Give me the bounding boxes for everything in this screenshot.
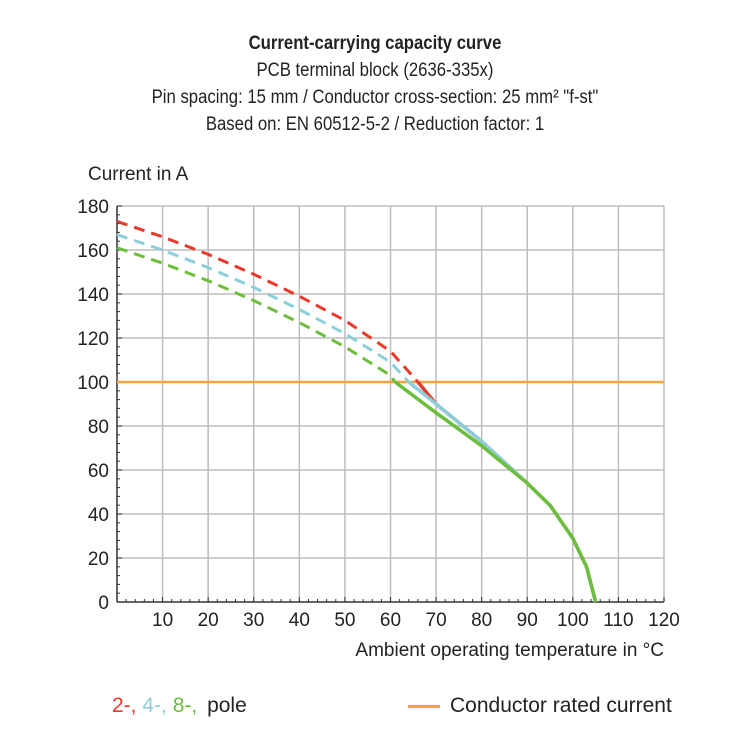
series-2-pole-dashed [116, 219, 420, 383]
series-8-pole-solid [394, 380, 598, 603]
grid [117, 205, 665, 602]
x-tick-label: 50 [334, 610, 355, 631]
chart-subtitle-1: PCB terminal block (2636-335x) [256, 60, 494, 81]
y-tick-label: 120 [77, 329, 109, 350]
legend-2-pole: 2-, [112, 694, 137, 717]
series-2-pole-solid [416, 380, 598, 603]
chart-titles: Current-carrying capacity curve PCB term… [0, 30, 750, 138]
y-tick-label: 0 [98, 593, 109, 614]
x-tick-label: 30 [243, 610, 264, 631]
series-lines [116, 219, 664, 603]
x-tick-label: 60 [380, 610, 401, 631]
y-tick-label: 180 [77, 197, 109, 218]
y-axis-label: Current in A [88, 164, 189, 185]
legend-rated-swatch [408, 704, 440, 708]
x-tick-label: 40 [289, 610, 310, 631]
y-tick-label: 20 [88, 549, 109, 570]
chart-subtitle-2: Pin spacing: 15 mm / Conductor cross-sec… [151, 87, 599, 108]
x-tick-label: 100 [557, 610, 589, 631]
x-tick-label: 110 [603, 610, 633, 631]
series-8-pole-dashed [116, 246, 397, 383]
axis-ticks: 10 20 30 40 50 60 70 80 90 100 110 120 0 20 40 60 80 100 1… [77, 197, 680, 631]
x-tick-label: 80 [471, 610, 492, 631]
x-tick-label: 120 [648, 610, 680, 631]
x-tick-label: 10 [152, 610, 173, 631]
x-tick-label: 20 [198, 610, 219, 631]
chart-title: Current-carrying capacity curve [248, 33, 502, 54]
legend-4-pole: 4-, [142, 694, 167, 717]
y-tick-label: 60 [88, 461, 109, 482]
y-tick-label: 40 [88, 505, 109, 526]
chart-subtitle-3: Based on: EN 60512-5-2 / Reduction facto… [205, 114, 545, 135]
x-axis-label: Ambient operating temperature in °C [355, 640, 664, 661]
legend-poles: 2-, 4-, 8-, pole [112, 694, 247, 718]
series-4-pole-dashed [116, 233, 410, 384]
y-tick-label: 140 [77, 285, 109, 306]
x-tick-label: 90 [517, 610, 538, 631]
legend-rated-label: Conductor rated current [450, 694, 672, 717]
y-tick-label: 80 [88, 417, 109, 438]
legend-pole-label: pole [207, 694, 247, 717]
x-tick-label: 70 [426, 610, 447, 631]
y-tick-label: 100 [77, 373, 109, 394]
y-tick-label: 160 [77, 241, 109, 262]
legend-8-pole: 8-, [172, 694, 198, 717]
legend-rated: Conductor rated current [408, 694, 672, 718]
